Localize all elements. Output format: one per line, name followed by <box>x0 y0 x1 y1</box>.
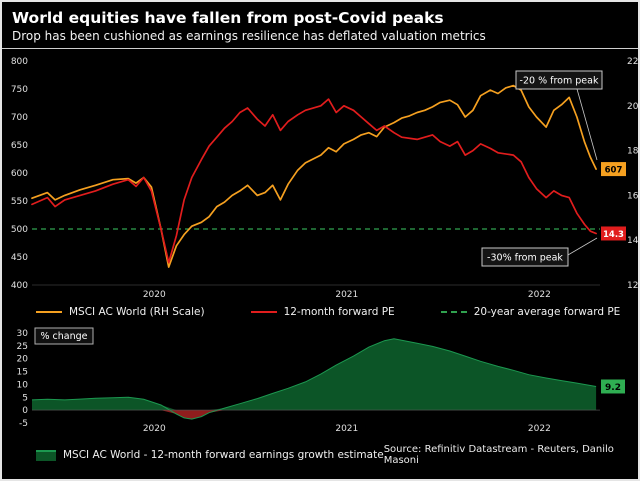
left-axis-tick: 750 <box>11 85 28 95</box>
chart-header: World equities have fallen from post-Cov… <box>2 2 638 45</box>
left-axis-tick: 600 <box>11 169 28 179</box>
x-axis-tick: 2022 <box>528 290 551 300</box>
legend-label: MSCI AC World (RH Scale) <box>69 306 205 318</box>
growth-axis-tick: 5 <box>22 393 28 403</box>
chart-title: World equities have fallen from post-Cov… <box>12 9 444 27</box>
right-axis-tick: 14 <box>627 236 639 246</box>
legend-label: 20-year average forward PE <box>473 306 621 318</box>
main-chart-legend: MSCI AC World (RH Scale) 12-month forward… <box>2 301 638 323</box>
left-axis-tick: 550 <box>11 197 28 207</box>
growth-chart-legend: MSCI AC World - 12-month forward earning… <box>2 445 384 465</box>
left-axis-tick: 500 <box>11 225 28 235</box>
chart-footer: MSCI AC World - 12-month forward earning… <box>2 444 638 466</box>
main-price-pe-chart: 800 750 700 650 600 550 500 450 400 22 20 18 16 14 12 2… <box>11 57 639 300</box>
growth-end-value-text: 9.2 <box>605 383 621 393</box>
left-axis-tick: 700 <box>11 113 28 123</box>
right-axis-tick: 16 <box>627 191 639 201</box>
annotation-box <box>481 247 569 267</box>
growth-legend-item: MSCI AC World - 12-month forward earning… <box>36 449 384 461</box>
left-axis-tick: 650 <box>11 141 28 151</box>
end-value-text: 14.3 <box>603 230 624 240</box>
growth-area-positive <box>32 338 597 411</box>
x-axis-tick: 2020 <box>143 290 166 300</box>
annotation-text: -30% from peak <box>487 253 563 264</box>
right-axis-tick: 18 <box>627 147 639 157</box>
msci-series-line <box>31 84 597 268</box>
growth-axis-tick: 20 <box>17 355 29 365</box>
main-legend-item: 20-year average forward PE <box>440 306 621 318</box>
growth-area-edge <box>31 338 597 420</box>
left-axis-tick: 800 <box>11 57 28 67</box>
x-axis-tick: 2021 <box>335 290 358 300</box>
annotation-text: -20 % from peak <box>520 76 599 87</box>
legend-label: 12-month forward PE <box>283 306 395 318</box>
growth-axis-tick: -5 <box>19 419 28 429</box>
line-swatch-icon <box>36 311 62 313</box>
growth-axis-tick: 25 <box>17 342 28 352</box>
growth-x-axis-tick: 2022 <box>528 424 551 434</box>
right-axis-tick: 20 <box>627 102 639 112</box>
chart-subtitle: Drop has been cushioned as earnings resi… <box>12 29 486 43</box>
source-note: Source: Refinitiv Datastream - Reuters, … <box>383 444 614 466</box>
left-axis-tick: 400 <box>11 281 28 291</box>
dashed-line-swatch-icon <box>440 311 467 313</box>
end-value-label <box>601 162 626 177</box>
annotation-box <box>515 70 603 90</box>
left-axis-tick: 450 <box>11 253 28 263</box>
growth-axis-tick: 30 <box>17 329 29 339</box>
right-axis-tick: 22 <box>627 57 638 67</box>
pct-change-box <box>34 327 94 345</box>
main-legend-item: MSCI AC World (RH Scale) <box>36 306 205 318</box>
growth-axis-tick: 15 <box>17 368 28 378</box>
annotation-connector <box>576 88 598 161</box>
pct-change-label: % change <box>40 331 87 342</box>
growth-end-value-label <box>601 379 625 394</box>
annotation-connector <box>567 237 598 256</box>
growth-axis-tick: 0 <box>22 406 28 416</box>
right-axis-tick: 12 <box>627 281 638 291</box>
earnings-growth-chart: 30 25 20 15 10 5 0 -5 2020 2021 2022 % change 9.2 <box>17 327 625 434</box>
legend-label: MSCI AC World - 12-month forward earning… <box>63 449 384 461</box>
line-swatch-icon <box>250 311 277 313</box>
growth-x-axis-tick: 2021 <box>335 424 358 434</box>
end-value-text: 607 <box>605 166 623 176</box>
growth-axis-tick: 10 <box>17 380 29 390</box>
forward-pe-series-line <box>31 98 597 264</box>
end-value-label <box>601 226 626 241</box>
growth-area-negative <box>32 410 597 420</box>
header-divider <box>2 48 638 49</box>
main-legend-item: 12-month forward PE <box>250 306 395 318</box>
area-swatch-icon <box>36 449 56 461</box>
growth-x-axis-tick: 2020 <box>143 424 166 434</box>
